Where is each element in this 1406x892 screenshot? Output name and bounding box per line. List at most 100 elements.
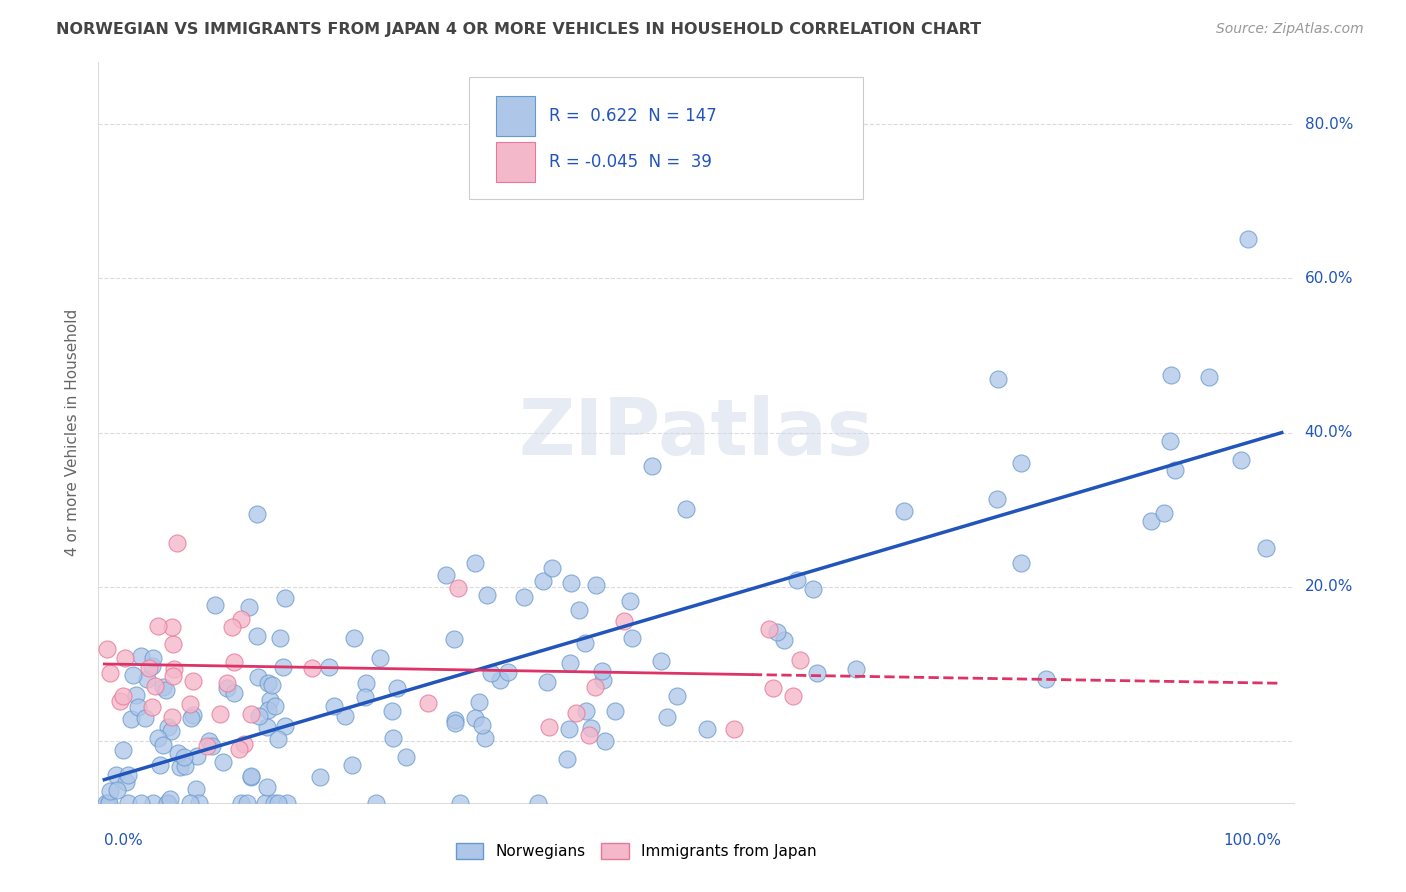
Point: [773, 632, 796, 647]
Point: [256, 780, 278, 795]
Point: [162, 668, 184, 682]
Point: [987, 372, 1010, 386]
Text: 40.0%: 40.0%: [1305, 425, 1353, 440]
Point: [229, 796, 252, 810]
Point: [537, 720, 560, 734]
Point: [157, 796, 180, 810]
Point: [558, 723, 581, 737]
Point: [186, 781, 208, 796]
Point: [259, 693, 281, 707]
Point: [395, 750, 418, 764]
Point: [274, 718, 297, 732]
Point: [179, 796, 201, 810]
Point: [239, 769, 262, 783]
Point: [274, 591, 297, 606]
Point: [301, 661, 323, 675]
Text: 80.0%: 80.0%: [1305, 117, 1353, 132]
Point: [236, 796, 259, 810]
Point: [260, 678, 283, 692]
Point: [249, 709, 271, 723]
Point: [555, 752, 578, 766]
Point: [479, 665, 502, 680]
Point: [263, 796, 285, 810]
Text: ZIPatlas: ZIPatlas: [519, 394, 873, 471]
Point: [568, 602, 591, 616]
Point: [204, 599, 226, 613]
Point: [1230, 453, 1253, 467]
Point: [789, 653, 811, 667]
Point: [531, 574, 554, 588]
Point: [309, 770, 332, 784]
Point: [174, 759, 197, 773]
Point: [167, 746, 190, 760]
Point: [96, 641, 118, 656]
Point: [159, 792, 181, 806]
Point: [434, 568, 457, 582]
Point: [342, 758, 364, 772]
Point: [591, 664, 613, 678]
Point: [640, 458, 662, 473]
Text: 60.0%: 60.0%: [1305, 271, 1353, 285]
Point: [620, 631, 643, 645]
Point: [195, 739, 218, 753]
Point: [1160, 368, 1182, 382]
Point: [463, 711, 485, 725]
Point: [474, 731, 496, 745]
Text: R = -0.045  N =  39: R = -0.045 N = 39: [548, 153, 711, 171]
Point: [318, 659, 340, 673]
Point: [333, 709, 356, 723]
Point: [143, 679, 166, 693]
Point: [112, 743, 135, 757]
Point: [581, 722, 603, 736]
Point: [806, 666, 828, 681]
Point: [269, 631, 291, 645]
Point: [217, 681, 239, 695]
Point: [221, 620, 243, 634]
Point: [238, 600, 260, 615]
Point: [110, 694, 132, 708]
Point: [527, 796, 550, 810]
Point: [565, 706, 588, 721]
Point: [1035, 673, 1057, 687]
Point: [117, 768, 139, 782]
Point: [489, 673, 512, 688]
Point: [240, 706, 263, 721]
Point: [762, 681, 785, 695]
Point: [655, 710, 678, 724]
Point: [129, 649, 152, 664]
Point: [212, 756, 235, 770]
Point: [256, 720, 278, 734]
Text: R =  0.622  N = 147: R = 0.622 N = 147: [548, 107, 717, 125]
Point: [271, 660, 294, 674]
Point: [758, 622, 780, 636]
Point: [366, 796, 388, 810]
Point: [149, 757, 172, 772]
Point: [156, 796, 179, 810]
Point: [240, 770, 263, 784]
Point: [536, 675, 558, 690]
Point: [169, 760, 191, 774]
Point: [183, 673, 205, 688]
Point: [464, 556, 486, 570]
Point: [138, 661, 160, 675]
Point: [343, 631, 366, 645]
Point: [160, 723, 183, 738]
Text: Source: ZipAtlas.com: Source: ZipAtlas.com: [1216, 22, 1364, 37]
Point: [152, 739, 174, 753]
Text: 0.0%: 0.0%: [104, 833, 143, 848]
Point: [267, 796, 290, 810]
Point: [801, 582, 824, 597]
Point: [575, 704, 598, 718]
Point: [541, 561, 564, 575]
Point: [443, 632, 465, 646]
Point: [786, 573, 808, 587]
Point: [723, 723, 745, 737]
Point: [512, 591, 534, 605]
Point: [267, 731, 290, 746]
Point: [217, 675, 239, 690]
Point: [209, 706, 232, 721]
Point: [574, 636, 596, 650]
Point: [766, 624, 789, 639]
Point: [696, 722, 718, 736]
Point: [381, 731, 404, 745]
